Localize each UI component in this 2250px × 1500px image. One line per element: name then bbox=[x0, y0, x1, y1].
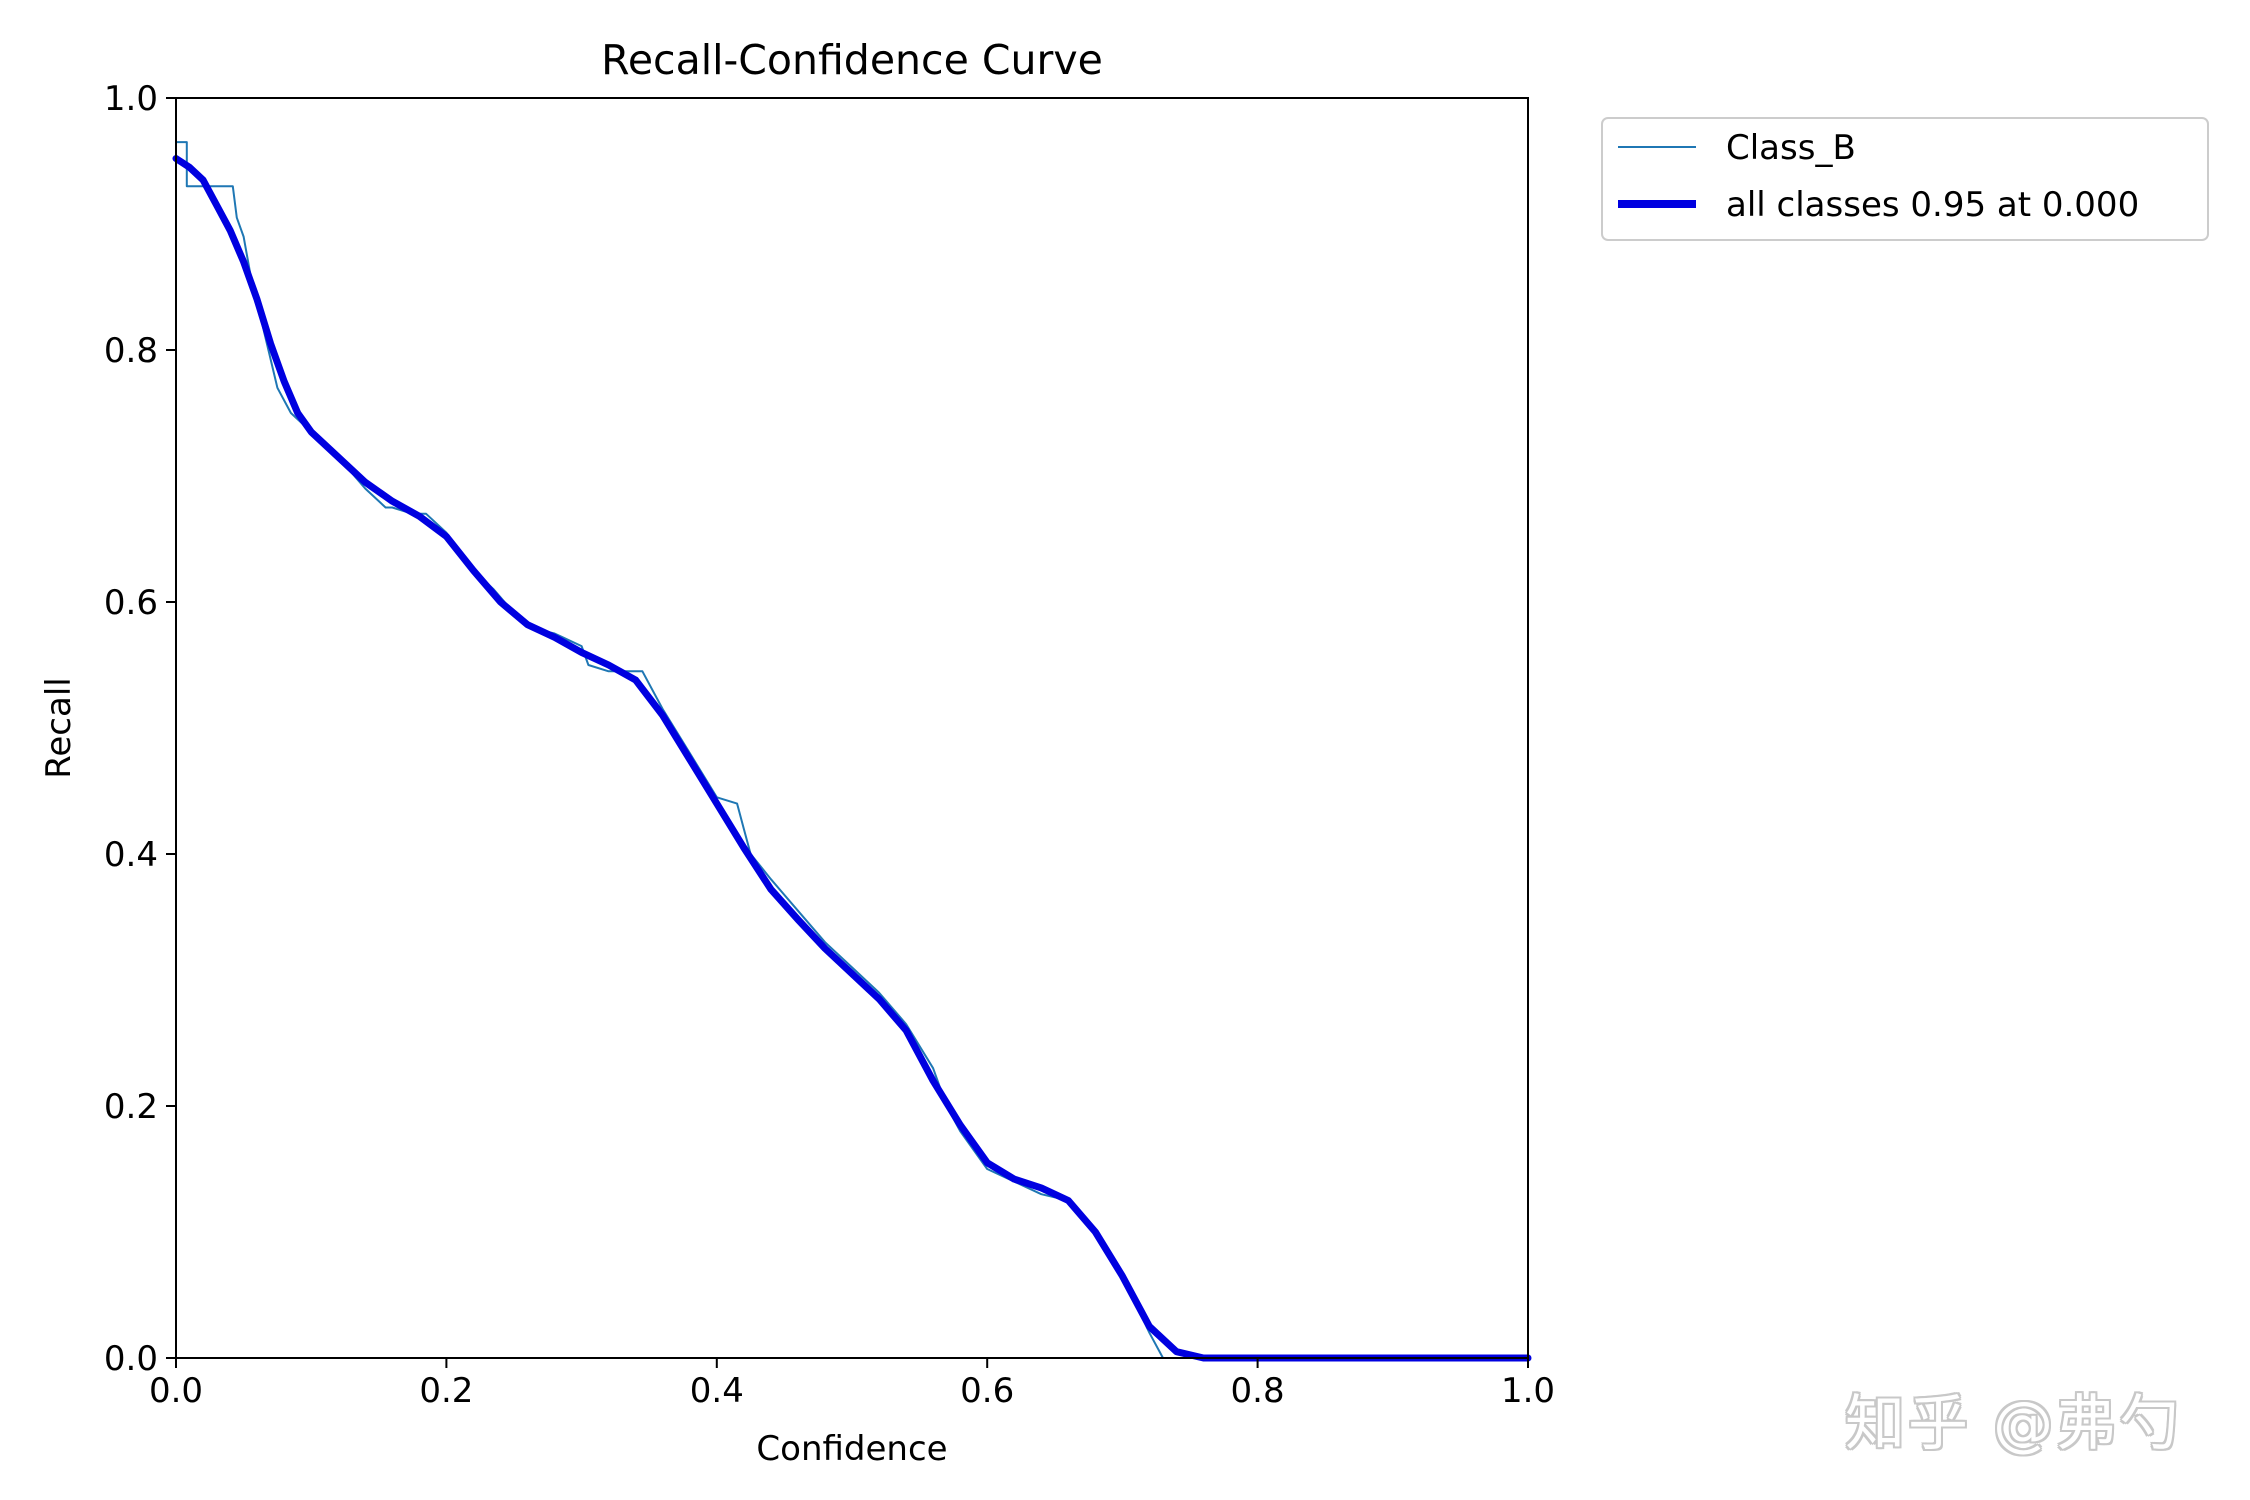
y-tick-label: 0.2 bbox=[104, 1087, 158, 1127]
y-tick-label: 1.0 bbox=[104, 79, 158, 119]
y-axis-ticks: 0.0 0.2 0.4 0.6 0.8 1.0 bbox=[104, 79, 176, 1379]
chart-title: Recall-Confidence Curve bbox=[601, 36, 1103, 84]
x-axis-label: Confidence bbox=[756, 1429, 947, 1469]
plot-frame bbox=[175, 97, 1529, 1359]
x-tick-label: 0.6 bbox=[960, 1371, 1014, 1411]
series-line-class-b bbox=[175, 141, 1529, 1359]
watermark-logo: 知乎 @弗勺 bbox=[1845, 1389, 2183, 1459]
y-tick-label: 0.6 bbox=[104, 583, 158, 623]
legend-label-class-b: Class_B bbox=[1726, 128, 1856, 168]
legend-box bbox=[1601, 117, 2209, 241]
x-tick-label: 1.0 bbox=[1501, 1371, 1555, 1411]
y-tick-label: 0.4 bbox=[104, 835, 158, 875]
legend: Class_B all classes 0.95 at 0.000 bbox=[1601, 117, 2209, 241]
x-tick-label: 0.2 bbox=[419, 1371, 473, 1411]
y-tick-label: 0.8 bbox=[104, 331, 158, 371]
y-tick-label: 0.0 bbox=[104, 1339, 158, 1379]
y-axis-label: Recall bbox=[39, 677, 79, 778]
x-tick-label: 0.8 bbox=[1231, 1371, 1285, 1411]
series-line-all-classes bbox=[172, 155, 1532, 1362]
x-tick-label: 0.4 bbox=[690, 1371, 744, 1411]
x-axis-ticks: 0.0 0.2 0.4 0.6 0.8 1.0 bbox=[149, 1358, 1555, 1411]
x-tick-label: 0.0 bbox=[149, 1371, 203, 1411]
plot-series bbox=[172, 141, 1532, 1362]
legend-label-all-classes: all classes 0.95 at 0.000 bbox=[1726, 185, 2139, 225]
